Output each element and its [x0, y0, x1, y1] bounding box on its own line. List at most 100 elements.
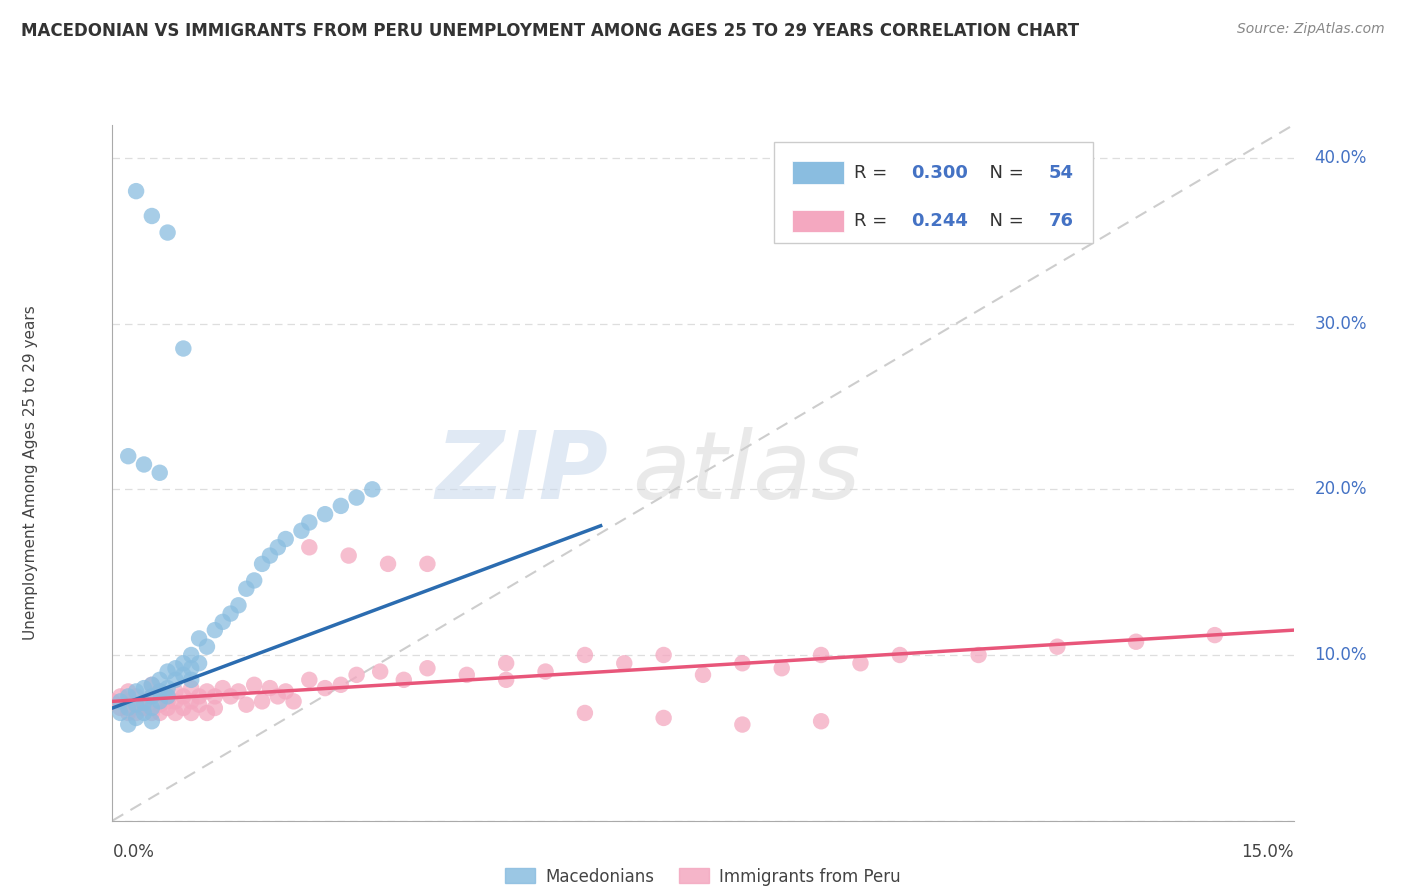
Point [110, 694, 132, 708]
Point [204, 623, 226, 637]
Point [346, 668, 368, 682]
Point [117, 690, 139, 704]
Point [219, 607, 242, 621]
Point [149, 698, 172, 712]
Point [117, 684, 139, 698]
Point [290, 524, 312, 538]
Point [188, 632, 211, 646]
Point [117, 694, 139, 708]
Point [172, 657, 194, 671]
Point [574, 706, 596, 720]
Point [132, 694, 155, 708]
Text: R =: R = [855, 163, 893, 182]
Point [274, 532, 297, 546]
Point [180, 694, 202, 708]
Point [195, 706, 218, 720]
Text: ZIP: ZIP [436, 426, 609, 519]
Point [243, 574, 266, 588]
Text: 54: 54 [1049, 163, 1074, 182]
Point [141, 209, 163, 223]
Text: 0.0%: 0.0% [112, 843, 155, 861]
Point [810, 648, 832, 662]
Point [228, 599, 250, 613]
Text: Source: ZipAtlas.com: Source: ZipAtlas.com [1237, 22, 1385, 37]
Point [156, 690, 179, 704]
Point [141, 714, 163, 729]
Point [165, 706, 187, 720]
Point [495, 673, 517, 687]
Point [125, 684, 148, 698]
Point [392, 673, 415, 687]
FancyBboxPatch shape [773, 142, 1092, 244]
Point [361, 483, 384, 497]
Point [125, 698, 148, 712]
Point [141, 678, 163, 692]
Point [117, 706, 139, 720]
Point [117, 449, 139, 463]
Point [149, 684, 172, 698]
Point [188, 698, 211, 712]
Point [250, 694, 273, 708]
Point [156, 681, 179, 695]
Point [204, 701, 226, 715]
Point [274, 684, 297, 698]
Point [110, 706, 132, 720]
Point [731, 657, 754, 671]
Point [172, 342, 194, 356]
Point [1046, 640, 1069, 654]
Text: 40.0%: 40.0% [1315, 149, 1367, 167]
Point [180, 661, 202, 675]
Point [132, 706, 155, 720]
Point [149, 694, 172, 708]
Point [967, 648, 990, 662]
Text: MACEDONIAN VS IMMIGRANTS FROM PERU UNEMPLOYMENT AMONG AGES 25 TO 29 YEARS CORREL: MACEDONIAN VS IMMIGRANTS FROM PERU UNEMP… [21, 22, 1080, 40]
Point [149, 706, 172, 720]
Point [195, 640, 218, 654]
Point [180, 673, 202, 687]
Point [117, 701, 139, 715]
Point [652, 711, 675, 725]
Point [613, 657, 636, 671]
Point [211, 681, 233, 695]
Point [235, 582, 257, 596]
Point [377, 557, 399, 571]
FancyBboxPatch shape [792, 210, 845, 232]
Point [132, 701, 155, 715]
Point [165, 694, 187, 708]
Point [298, 516, 321, 530]
Point [495, 657, 517, 671]
Point [125, 698, 148, 712]
Point [259, 681, 281, 695]
Point [416, 557, 439, 571]
Point [298, 673, 321, 687]
Point [149, 673, 172, 687]
Point [195, 684, 218, 698]
Point [329, 499, 352, 513]
Text: atlas: atlas [633, 427, 860, 518]
Point [141, 690, 163, 704]
Point [156, 226, 179, 240]
Point [267, 690, 290, 704]
Point [314, 681, 336, 695]
Text: N =: N = [979, 212, 1029, 230]
Point [110, 690, 132, 704]
Point [125, 711, 148, 725]
Point [574, 648, 596, 662]
Point [1125, 634, 1147, 648]
Point [267, 541, 290, 555]
Point [188, 690, 211, 704]
Point [132, 696, 155, 710]
Point [337, 549, 360, 563]
Point [165, 661, 187, 675]
Point [889, 648, 911, 662]
Point [172, 668, 194, 682]
Point [172, 690, 194, 704]
Point [149, 466, 172, 480]
Text: 30.0%: 30.0% [1315, 315, 1367, 333]
Point [346, 491, 368, 505]
Point [314, 507, 336, 521]
Text: 15.0%: 15.0% [1241, 843, 1294, 861]
Text: R =: R = [855, 212, 893, 230]
Point [652, 648, 675, 662]
Point [132, 458, 155, 472]
